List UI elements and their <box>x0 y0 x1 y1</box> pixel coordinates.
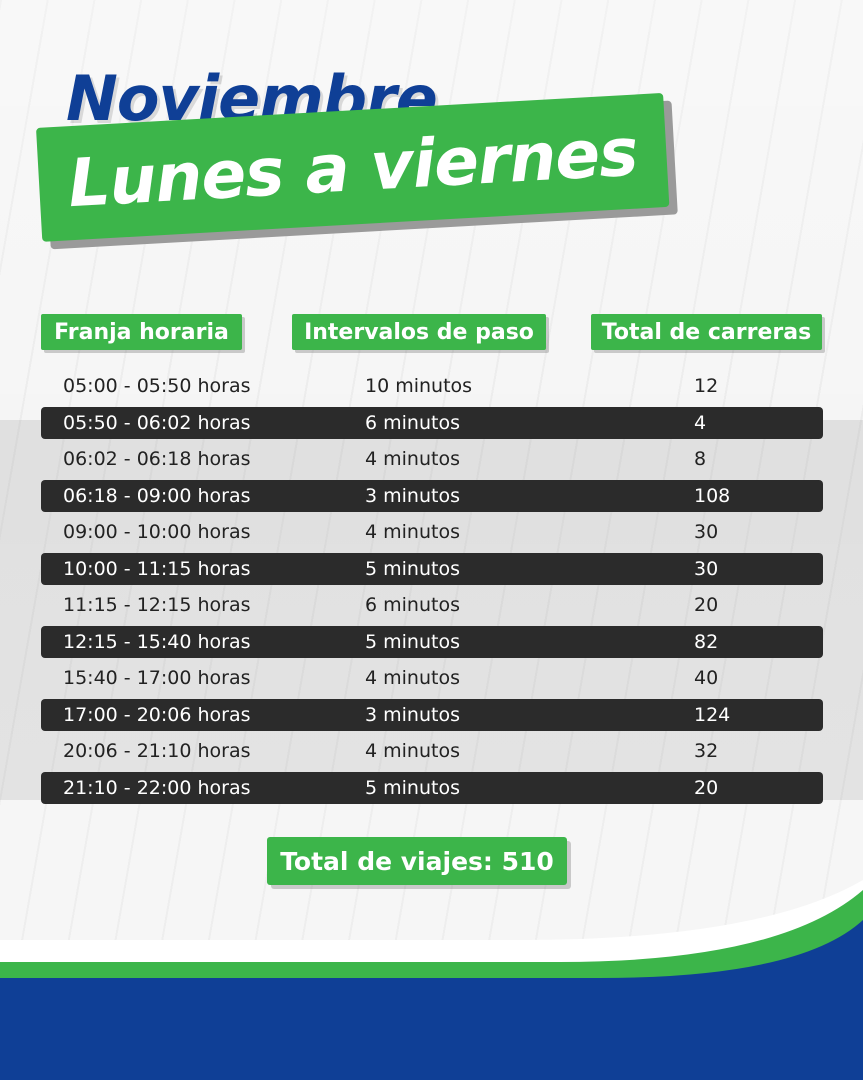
column-header-carreras: Total de carreras <box>591 314 822 350</box>
cell-carreras: 82 <box>694 630 719 653</box>
cell-franja: 06:18 - 09:00 horas <box>63 484 251 507</box>
cell-carreras: 30 <box>694 557 719 580</box>
column-header-intervalos: Intervalos de paso <box>292 314 546 350</box>
cell-carreras: 30 <box>694 521 719 543</box>
column-header-franja: Franja horaria <box>41 314 242 350</box>
cell-franja: 10:00 - 11:15 horas <box>63 557 251 580</box>
table-row: 06:02 - 06:18 horas 4 minutos 8 <box>41 443 823 475</box>
cell-carreras: 40 <box>694 667 719 689</box>
total-badge: Total de viajes: 510 <box>267 837 567 885</box>
cell-intervalo: 4 minutos <box>365 740 460 762</box>
cell-intervalo: 5 minutos <box>365 776 460 799</box>
cell-intervalo: 3 minutos <box>365 703 460 726</box>
footer-wave <box>0 880 863 1080</box>
cell-intervalo: 5 minutos <box>365 557 460 580</box>
table-row: 09:00 - 10:00 horas 4 minutos 30 <box>41 516 823 548</box>
table-row: 11:15 - 12:15 horas 6 minutos 20 <box>41 589 823 621</box>
cell-franja: 17:00 - 20:06 horas <box>63 703 251 726</box>
cell-carreras: 12 <box>694 375 719 397</box>
cell-franja: 06:02 - 06:18 horas <box>63 448 251 470</box>
table-row: 12:15 - 15:40 horas 5 minutos 82 <box>41 625 823 658</box>
table-row: 06:18 - 09:00 horas 3 minutos 108 <box>41 479 823 512</box>
cell-carreras: 20 <box>694 776 719 799</box>
schedule-table: 05:00 - 05:50 horas 10 minutos 12 05:50 … <box>41 370 823 808</box>
cell-franja: 21:10 - 22:00 horas <box>63 776 251 799</box>
cell-franja: 11:15 - 12:15 horas <box>63 594 251 616</box>
table-row: 20:06 - 21:10 horas 4 minutos 32 <box>41 735 823 767</box>
cell-intervalo: 6 minutos <box>365 594 460 616</box>
cell-franja: 12:15 - 15:40 horas <box>63 630 251 653</box>
cell-carreras: 108 <box>694 484 731 507</box>
cell-intervalo: 4 minutos <box>365 521 460 543</box>
cell-intervalo: 6 minutos <box>365 411 460 434</box>
subtitle-text: Lunes a viernes <box>66 113 640 222</box>
table-row: 17:00 - 20:06 horas 3 minutos 124 <box>41 698 823 731</box>
cell-carreras: 32 <box>694 740 719 762</box>
table-row: 21:10 - 22:00 horas 5 minutos 20 <box>41 771 823 804</box>
table-row: 15:40 - 17:00 horas 4 minutos 40 <box>41 662 823 694</box>
cell-intervalo: 4 minutos <box>365 448 460 470</box>
cell-intervalo: 4 minutos <box>365 667 460 689</box>
cell-intervalo: 10 minutos <box>365 375 473 397</box>
cell-carreras: 124 <box>694 703 731 726</box>
cell-franja: 05:00 - 05:50 horas <box>63 375 251 397</box>
total-viajes: Total de viajes: 510 <box>280 846 554 876</box>
cell-carreras: 4 <box>694 411 707 434</box>
cell-franja: 20:06 - 21:10 horas <box>63 740 251 762</box>
cell-franja: 09:00 - 10:00 horas <box>63 521 251 543</box>
table-row: 05:00 - 05:50 horas 10 minutos 12 <box>41 370 823 402</box>
cell-intervalo: 5 minutos <box>365 630 460 653</box>
cell-intervalo: 3 minutos <box>365 484 460 507</box>
cell-carreras: 8 <box>694 448 707 470</box>
cell-franja: 05:50 - 06:02 horas <box>63 411 251 434</box>
table-row: 05:50 - 06:02 horas 6 minutos 4 <box>41 406 823 439</box>
footer-blue-wave <box>0 920 863 1080</box>
table-row: 10:00 - 11:15 horas 5 minutos 30 <box>41 552 823 585</box>
cell-carreras: 20 <box>694 594 719 616</box>
cell-franja: 15:40 - 17:00 horas <box>63 667 251 689</box>
